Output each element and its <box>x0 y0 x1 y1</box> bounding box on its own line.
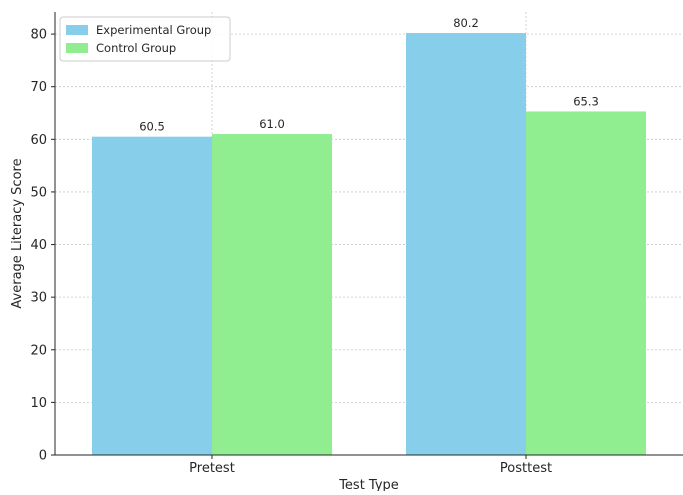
y-tick-label: 50 <box>30 185 47 200</box>
y-tick-label: 30 <box>30 291 47 306</box>
bar-value-label: 80.2 <box>453 16 479 30</box>
bar-value-label: 65.3 <box>573 94 599 108</box>
y-tick-label: 10 <box>30 396 47 411</box>
legend-box <box>59 16 231 62</box>
bar-control-group-pretest <box>212 134 332 455</box>
y-tick-label: 20 <box>30 343 47 358</box>
x-tick-label: Posttest <box>500 461 552 476</box>
y-tick-label: 60 <box>30 133 47 148</box>
y-axis-title: Average Literacy Score <box>10 158 25 308</box>
y-tick-label: 0 <box>39 449 47 464</box>
legend: Experimental Group Control Group <box>59 16 231 62</box>
y-tick-label: 80 <box>30 28 47 43</box>
bar-control-group-posttest <box>526 111 646 456</box>
legend-label: Control Group <box>96 41 176 55</box>
x-tick-label: Pretest <box>189 461 235 476</box>
bar-experimental-group-pretest <box>92 136 212 456</box>
bar-experimental-group-posttest <box>406 33 526 455</box>
legend-swatch-control-group <box>66 43 88 53</box>
legend-swatch-experimental-group <box>66 25 88 35</box>
x-axis-title: Test Type <box>338 478 399 491</box>
bar-value-label: 61.0 <box>259 117 285 131</box>
y-tick-label: 70 <box>30 80 47 95</box>
bar-value-label: 60.5 <box>139 120 165 134</box>
legend-label: Experimental Group <box>96 23 211 37</box>
y-tick-label: 40 <box>30 238 47 253</box>
